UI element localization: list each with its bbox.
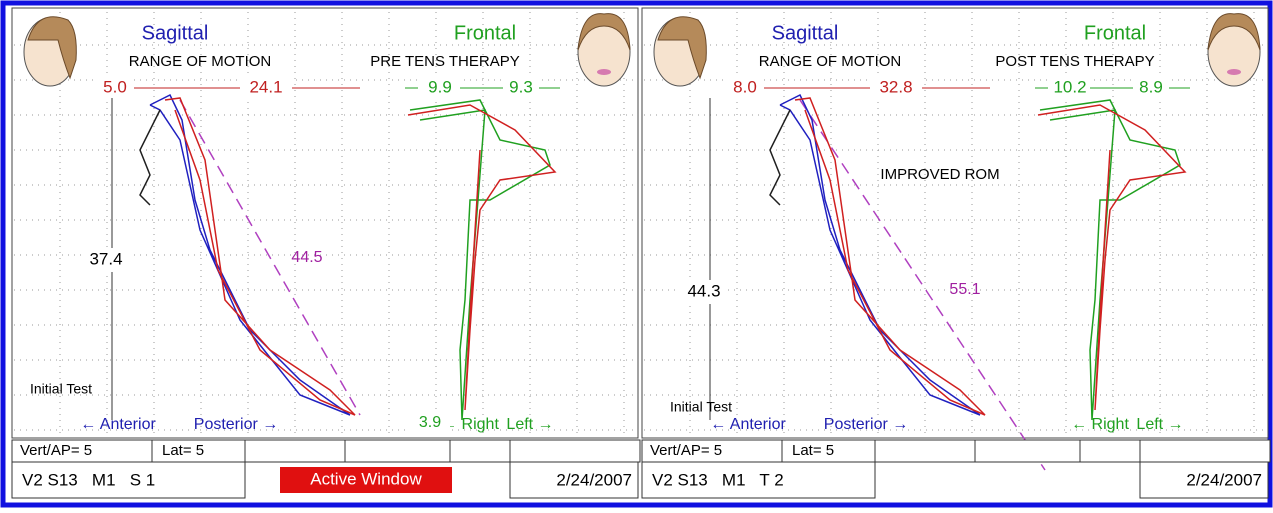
left-label: Left → [506, 416, 553, 433]
frontal-right: 10.2 [1053, 77, 1086, 96]
sagittal-label: Sagittal [772, 22, 839, 44]
sagittal-anterior: 8.0 [733, 77, 757, 96]
status-cell [975, 440, 1080, 462]
date: 2/24/2007 [1186, 470, 1262, 489]
left-label: Left → [1136, 416, 1183, 433]
frontal-label: Frontal [1084, 22, 1146, 44]
frontal-left: 9.3 [509, 77, 533, 96]
lips-icon [1227, 69, 1241, 75]
status-cell [245, 440, 345, 462]
date: 2/24/2007 [556, 470, 632, 489]
range-label: RANGE OF MOTION [759, 53, 902, 70]
session: V2 S13 M1 T 2 [652, 470, 784, 489]
vertical-value: 37.4 [89, 249, 122, 268]
frontal-label: Frontal [454, 22, 516, 44]
vert-ap: Vert/AP= 5 [20, 442, 92, 459]
frontal-left: 8.9 [1139, 77, 1163, 96]
session: V2 S13 M1 S 1 [22, 470, 155, 489]
test-label: Initial Test [30, 381, 92, 397]
status-cell [875, 440, 975, 462]
posterior-label: Posterior → [194, 416, 278, 433]
sagittal-posterior: 32.8 [879, 77, 912, 96]
anterior-label: ← Anterior [710, 416, 786, 433]
vert-ap: Vert/AP= 5 [650, 442, 722, 459]
right-label: ← Right [1071, 416, 1129, 433]
posterior-label: Posterior → [824, 416, 908, 433]
status-cell [510, 440, 640, 462]
lips-icon [597, 69, 611, 75]
lat: Lat= 5 [792, 442, 834, 459]
panel: Sagittal RANGE OF MOTION Frontal PRE TENS T… [12, 8, 640, 498]
sagittal-label: Sagittal [142, 22, 209, 44]
screen: Sagittal RANGE OF MOTION Frontal PRE TENS T… [0, 0, 1273, 508]
status-cell [1140, 440, 1270, 462]
vertical-value: 44.3 [687, 281, 720, 300]
sagittal-anterior: 5.0 [103, 77, 127, 96]
therapy-label: PRE TENS THERAPY [370, 53, 520, 70]
range-label: RANGE OF MOTION [129, 53, 272, 70]
lat: Lat= 5 [162, 442, 204, 459]
panel: Sagittal RANGE OF MOTION Frontal POST TENS … [642, 8, 1270, 498]
anterior-label: ← Anterior [80, 416, 156, 433]
diagonal-value: 55.1 [949, 281, 980, 298]
sagittal-posterior: 24.1 [249, 77, 282, 96]
status-cell [450, 440, 510, 462]
test-label: Initial Test [670, 399, 732, 415]
diagonal-value: 44.5 [291, 249, 322, 266]
status-cell [1080, 440, 1140, 462]
frontal-right: 9.9 [428, 77, 452, 96]
frontal-note: 3.9 [419, 414, 441, 431]
annotation: IMPROVED ROM [880, 166, 999, 183]
active-window-label: Active Window [310, 469, 422, 488]
status-cell [345, 440, 450, 462]
therapy-label: POST TENS THERAPY [995, 53, 1154, 70]
plot-area [12, 8, 638, 438]
plot-area [642, 8, 1268, 438]
